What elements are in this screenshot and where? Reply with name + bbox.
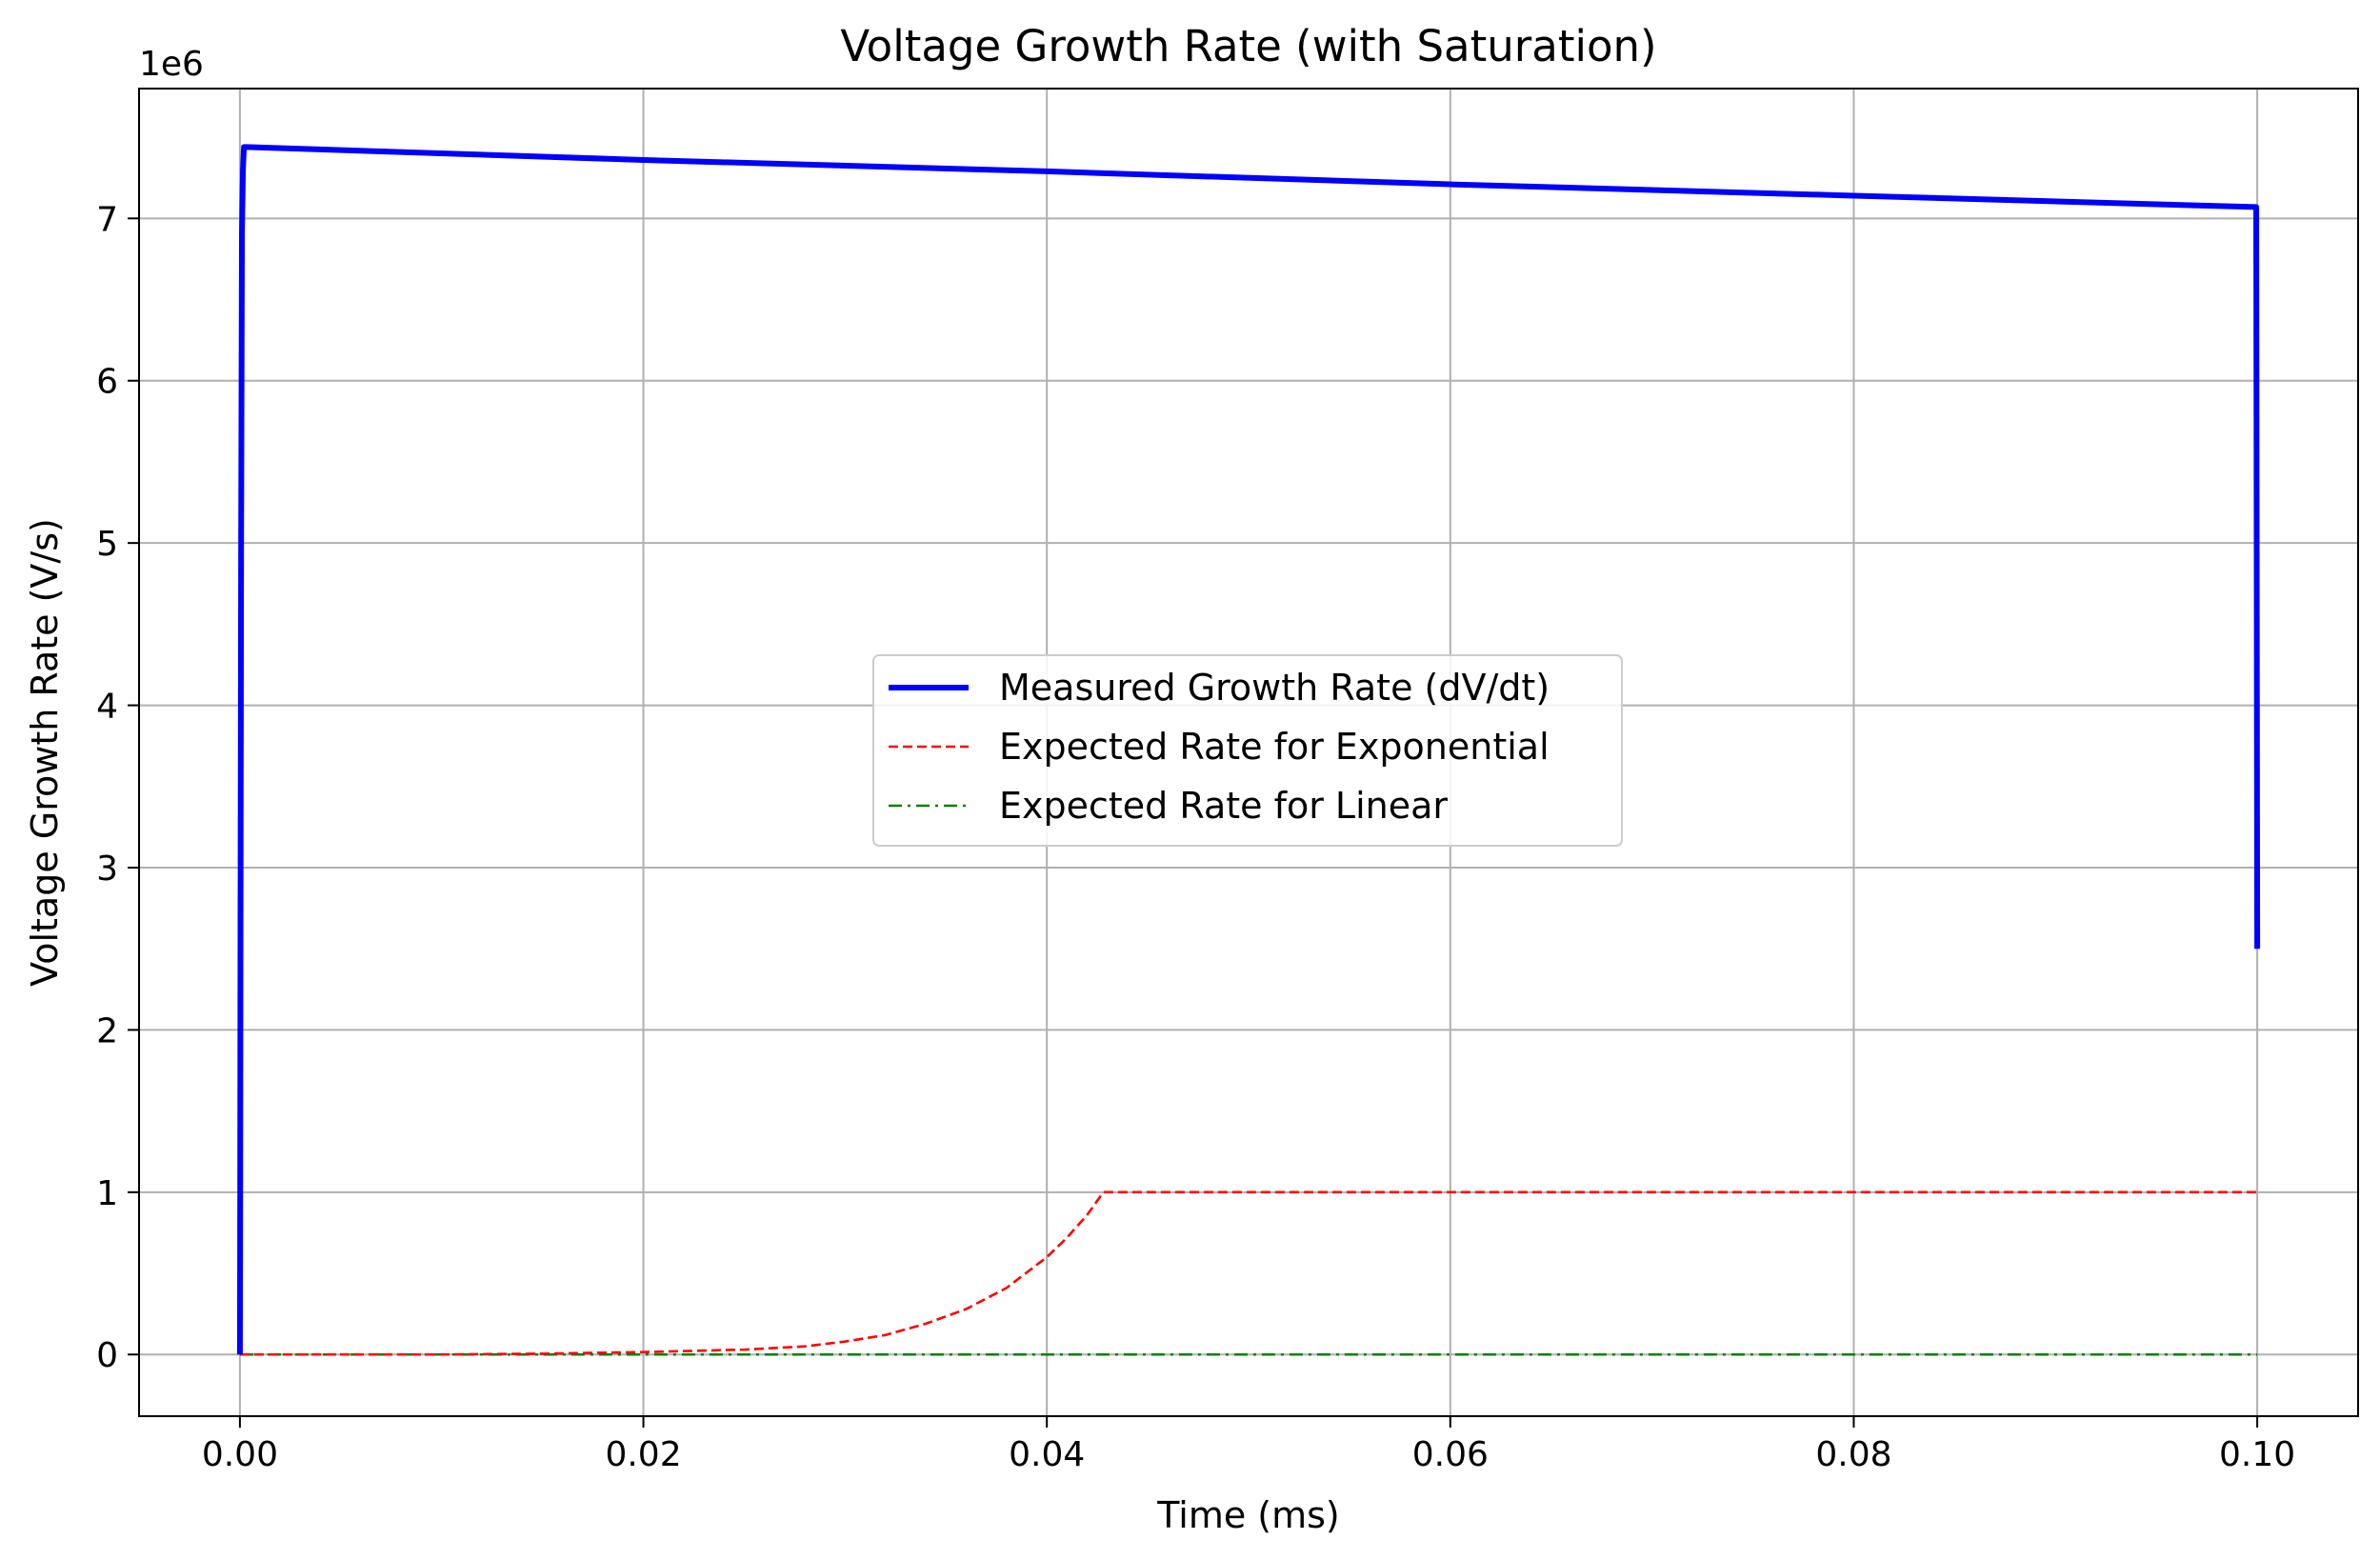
y-tick-label: 7	[96, 200, 118, 239]
y-axis-label: Voltage Growth Rate (V/s)	[24, 518, 66, 987]
x-tick-label: 0.08	[1815, 1435, 1891, 1474]
y-tick-label: 0	[96, 1336, 118, 1375]
x-tick-label: 0.10	[2219, 1435, 2295, 1474]
x-tick-label: 0.06	[1412, 1435, 1489, 1474]
series-line	[236, 144, 2261, 1355]
y-tick-label: 4	[96, 688, 118, 727]
y-tick-label: 1	[96, 1174, 118, 1213]
x-tick-label: 0.00	[202, 1435, 278, 1474]
y-axis-ticks: 0 1 2 3 4 5 6 7	[96, 200, 139, 1375]
legend-box	[872, 654, 1623, 847]
y-axis-offset-label: 1e6	[139, 45, 204, 84]
y-tick-label: 6	[96, 363, 118, 402]
y-tick-label: 5	[96, 525, 118, 564]
legend-label: Expected Rate for Exponential	[999, 726, 1550, 768]
y-tick-label: 3	[96, 850, 118, 889]
series-line	[239, 1190, 2258, 1356]
x-tick-label: 0.04	[1009, 1435, 1085, 1474]
x-axis-ticks: 0.00 0.02 0.04 0.06 0.08 0.10	[202, 1416, 2295, 1474]
legend: Measured Growth Rate (dV/dt) Expected Rat…	[872, 654, 1623, 847]
legend-label: Expected Rate for Linear	[999, 785, 1448, 827]
y-tick-label: 2	[96, 1011, 118, 1050]
plot-frame	[138, 88, 2359, 1417]
chart-title: Voltage Growth Rate (with Saturation)	[840, 21, 1656, 71]
x-tick-label: 0.02	[605, 1435, 681, 1474]
x-axis-label: Time (ms)	[1156, 1494, 1340, 1536]
series-group	[236, 144, 2261, 1356]
legend-label: Measured Growth Rate (dV/dt)	[999, 667, 1550, 709]
